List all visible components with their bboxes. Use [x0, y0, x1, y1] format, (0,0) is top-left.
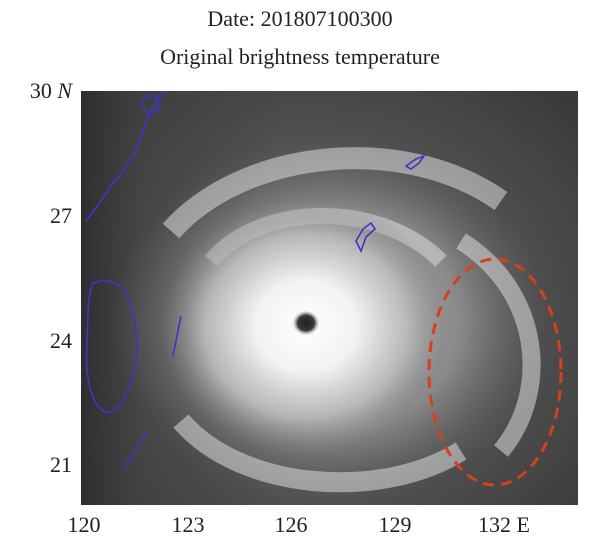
title-date: Date: 201807100300	[207, 6, 393, 31]
y-tick-27: 27	[50, 203, 72, 228]
typhoon-eye	[292, 310, 320, 336]
x-tick-120: 120	[67, 512, 101, 537]
x-tick-123: 123	[171, 512, 205, 537]
y-tick-30: 30 N	[29, 78, 72, 103]
satellite-image	[81, 91, 578, 505]
okinawa-coast	[355, 221, 377, 254]
taiwan-coast	[85, 279, 138, 413]
annotation-ellipse	[427, 257, 563, 487]
x-tick-132e: 132 E	[478, 512, 530, 537]
ryukyu-coast	[85, 91, 168, 222]
x-tick-126: 126	[274, 512, 308, 537]
y-tick-21: 21	[50, 452, 72, 477]
title-subtitle: Original brightness temperature	[160, 44, 440, 69]
y-tick-24: 24	[50, 328, 72, 353]
coastlines	[85, 91, 427, 468]
x-tick-129: 129	[378, 512, 412, 537]
